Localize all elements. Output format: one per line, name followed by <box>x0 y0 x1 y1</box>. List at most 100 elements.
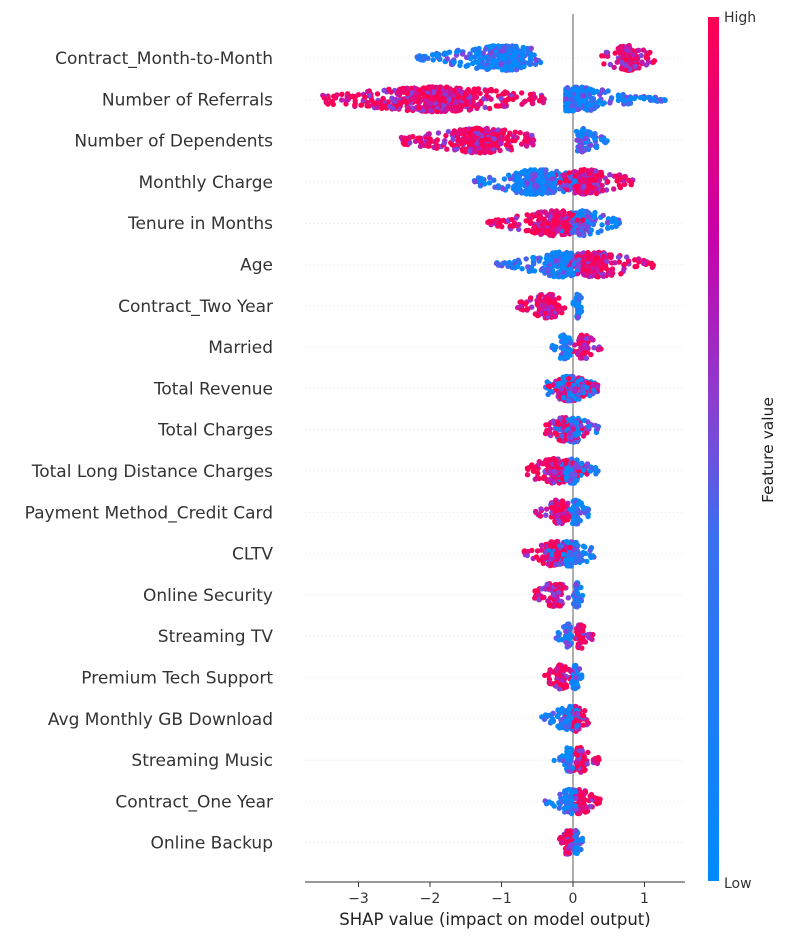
shap-point <box>471 135 476 140</box>
shap-point <box>571 504 576 509</box>
shap-point <box>473 47 478 52</box>
shap-point <box>451 60 456 65</box>
shap-point <box>381 88 386 93</box>
shap-point <box>532 465 537 470</box>
shap-point <box>525 170 530 175</box>
shap-point <box>547 298 552 303</box>
shap-point <box>475 52 480 57</box>
shap-point <box>529 190 534 195</box>
shap-point <box>638 95 643 100</box>
shap-point <box>375 105 380 110</box>
shap-point <box>525 264 530 269</box>
shap-point <box>575 379 580 384</box>
shap-point <box>599 53 604 58</box>
shap-point <box>576 633 581 638</box>
shap-point <box>529 94 534 99</box>
shap-point <box>506 59 511 64</box>
shap-point <box>456 88 461 93</box>
shap-point <box>467 107 472 112</box>
shap-point <box>553 500 558 505</box>
feature-row-points <box>533 498 591 527</box>
shap-point <box>600 188 605 193</box>
shap-point <box>486 137 491 142</box>
shap-point <box>476 175 481 180</box>
shap-point <box>494 103 499 108</box>
shap-point <box>533 57 538 62</box>
shap-point <box>544 506 549 511</box>
feature-row-points <box>532 580 585 609</box>
shap-point <box>339 97 344 102</box>
shap-point <box>594 145 599 150</box>
shap-point <box>574 303 579 308</box>
shap-point <box>526 228 531 233</box>
shap-point <box>530 177 535 182</box>
shap-point <box>557 251 562 256</box>
shap-point <box>541 100 546 105</box>
shap-point <box>555 420 560 425</box>
shap-point <box>462 130 467 135</box>
shap-point <box>634 264 639 269</box>
feature-row-points <box>399 126 610 156</box>
shap-point <box>585 419 590 424</box>
shap-point <box>560 498 565 503</box>
shap-point <box>479 127 484 132</box>
shap-point <box>487 106 492 111</box>
shap-point <box>498 96 503 101</box>
shap-point <box>579 388 584 393</box>
shap-point <box>468 56 473 61</box>
shap-point <box>506 97 511 102</box>
shap-point <box>622 98 627 103</box>
shap-point <box>543 422 548 427</box>
shap-point <box>620 92 625 97</box>
shap-point <box>518 50 523 55</box>
shap-point <box>541 303 546 308</box>
shap-point <box>505 264 510 269</box>
shap-point <box>531 261 536 266</box>
shap-point <box>506 173 511 178</box>
shap-point <box>558 682 563 687</box>
shap-point <box>495 132 500 137</box>
shap-point <box>581 184 586 189</box>
shap-point <box>453 100 458 105</box>
shap-point <box>539 310 544 315</box>
shap-point <box>345 94 350 99</box>
shap-point <box>569 680 574 685</box>
shap-point <box>653 98 658 103</box>
shap-point <box>387 104 392 109</box>
shap-point <box>591 214 596 219</box>
shap-point <box>532 172 537 177</box>
shap-point <box>612 65 617 70</box>
shap-point <box>575 516 580 521</box>
shap-point <box>565 466 570 471</box>
shap-point <box>602 100 607 105</box>
shap-point <box>482 150 487 155</box>
shap-point <box>487 88 492 93</box>
shap-point <box>469 127 474 132</box>
shap-point <box>614 174 619 179</box>
shap-point <box>581 93 586 98</box>
shap-point <box>551 232 556 237</box>
shap-point <box>564 108 569 113</box>
shap-point <box>582 172 587 177</box>
shap-point <box>480 60 485 65</box>
shap-point <box>632 257 637 262</box>
shap-point <box>505 184 510 189</box>
shap-point <box>605 179 610 184</box>
shap-point <box>574 582 579 587</box>
shap-point <box>622 262 627 267</box>
shap-point <box>577 666 582 671</box>
shap-point <box>546 256 551 261</box>
shap-point <box>545 392 550 397</box>
shap-point <box>464 63 469 68</box>
shap-point <box>517 183 522 188</box>
shap-point <box>497 44 502 49</box>
shap-point <box>528 295 533 300</box>
shap-point <box>464 92 469 97</box>
shap-point <box>611 186 616 191</box>
shap-point <box>405 105 410 110</box>
shap-point <box>380 96 385 101</box>
shap-point <box>588 108 593 113</box>
shap-point <box>358 103 363 108</box>
shap-point <box>417 135 422 140</box>
